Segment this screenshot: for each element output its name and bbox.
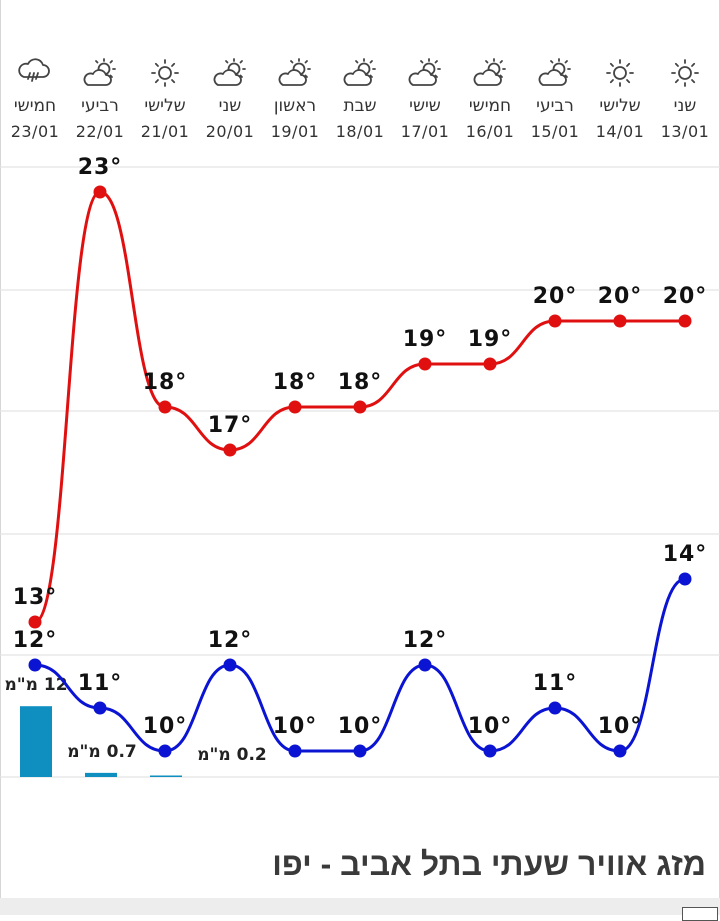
max-temp-point bbox=[223, 443, 237, 457]
day-date: 15/01 bbox=[530, 122, 580, 141]
day-column: שלישי 14/01 bbox=[588, 56, 652, 142]
min-temp-label: 12° bbox=[403, 628, 448, 653]
max-temp-point bbox=[613, 314, 627, 328]
max-temp-label: 17° bbox=[208, 413, 253, 438]
partly-sunny-icon bbox=[473, 58, 506, 86]
min-temp-point bbox=[418, 658, 432, 672]
day-column: שלישי 21/01 bbox=[133, 56, 197, 142]
partly-sunny-icon bbox=[83, 58, 116, 86]
max-temp-label: 18° bbox=[143, 370, 188, 395]
precip-bar bbox=[85, 772, 117, 777]
day-column: חמישי 23/01 bbox=[3, 56, 67, 142]
day-name: רביעי bbox=[536, 96, 574, 116]
max-temp-point bbox=[483, 357, 497, 371]
partly-sunny-icon bbox=[278, 58, 311, 86]
partly-sunny-icon bbox=[343, 58, 376, 86]
min-temp-label: 10° bbox=[143, 714, 188, 739]
rain-cloud-icon bbox=[18, 58, 50, 82]
min-temp-label: 11° bbox=[533, 671, 578, 696]
min-temp-line bbox=[34, 577, 686, 753]
corner-control[interactable] bbox=[682, 907, 718, 921]
max-temp-point bbox=[548, 314, 562, 328]
precip-label: 0.2 מ"מ bbox=[197, 745, 267, 765]
min-temp-point bbox=[288, 744, 302, 758]
max-temp-label: 20° bbox=[663, 284, 708, 309]
min-temp-label: 14° bbox=[663, 542, 708, 567]
day-name: רביעי bbox=[81, 96, 119, 116]
day-name: שלישי bbox=[144, 96, 186, 116]
min-temp-point bbox=[483, 744, 497, 758]
day-date: 16/01 bbox=[465, 122, 515, 141]
day-name: ראשון bbox=[273, 96, 317, 116]
max-temp-label: 18° bbox=[273, 370, 318, 395]
day-date: 23/01 bbox=[10, 122, 60, 141]
max-temp-label: 20° bbox=[533, 284, 578, 309]
day-date: 22/01 bbox=[75, 122, 125, 141]
day-column: שישי 17/01 bbox=[393, 56, 457, 142]
day-name: חמישי bbox=[13, 96, 57, 116]
max-temp-point bbox=[28, 615, 42, 629]
max-temp-point bbox=[93, 185, 107, 199]
min-temp-point bbox=[353, 744, 367, 758]
precip-bar bbox=[150, 775, 182, 777]
precip-label: 0.7 מ"מ bbox=[67, 742, 137, 762]
partly-sunny-icon bbox=[538, 58, 571, 86]
max-temp-point bbox=[288, 400, 302, 414]
day-name: חמישי bbox=[468, 96, 512, 116]
temperature-chart: 12 מ"מ 0.7 מ"מ 0.2 מ"מ 13° 23° 18° 17° 18° 18° 19… bbox=[0, 155, 720, 778]
sun-icon bbox=[606, 59, 634, 87]
sun-icon bbox=[151, 59, 179, 87]
max-temp-label: 23° bbox=[78, 155, 123, 180]
max-temp-point bbox=[678, 314, 692, 328]
day-date: 13/01 bbox=[660, 122, 710, 141]
max-temp-label: 19° bbox=[468, 327, 513, 352]
min-temp-label: 11° bbox=[78, 671, 123, 696]
day-date: 17/01 bbox=[400, 122, 450, 141]
min-temp-label: 10° bbox=[338, 714, 383, 739]
day-name: שני bbox=[673, 96, 697, 116]
min-temp-point bbox=[158, 744, 172, 758]
day-date: 14/01 bbox=[595, 122, 645, 141]
min-temp-label: 12° bbox=[208, 628, 253, 653]
min-temp-label: 10° bbox=[468, 714, 513, 739]
page-title: מזג אוויר שעתי בתל אביב - יפו bbox=[272, 846, 706, 882]
min-temp-label: 12° bbox=[13, 628, 58, 653]
max-temp-point bbox=[353, 400, 367, 414]
min-temp-point bbox=[93, 701, 107, 715]
day-name: שבת bbox=[343, 96, 377, 116]
max-temp-label: 19° bbox=[403, 327, 448, 352]
max-temp-label: 13° bbox=[13, 585, 58, 610]
min-temp-point bbox=[28, 658, 42, 672]
min-temp-point bbox=[678, 572, 692, 586]
precip-bar bbox=[20, 706, 52, 777]
min-temp-label: 10° bbox=[273, 714, 318, 739]
max-temp-point bbox=[158, 400, 172, 414]
day-date: 21/01 bbox=[140, 122, 190, 141]
day-column: ראשון 19/01 bbox=[263, 56, 327, 142]
day-date: 19/01 bbox=[270, 122, 320, 141]
min-temp-point bbox=[223, 658, 237, 672]
day-column: שני 20/01 bbox=[198, 56, 262, 142]
day-date: 20/01 bbox=[205, 122, 255, 141]
partly-sunny-icon bbox=[213, 58, 246, 86]
day-column: שני 13/01 bbox=[653, 56, 717, 142]
sun-icon bbox=[671, 59, 699, 87]
day-column: חמישי 16/01 bbox=[458, 56, 522, 142]
precip-label: 12 מ"מ bbox=[4, 675, 67, 695]
day-column: שבת 18/01 bbox=[328, 56, 392, 142]
day-name: שישי bbox=[409, 96, 441, 116]
day-name: שלישי bbox=[599, 96, 641, 116]
partly-sunny-icon bbox=[408, 58, 441, 86]
day-column: רביעי 22/01 bbox=[68, 56, 132, 142]
min-temp-point bbox=[548, 701, 562, 715]
day-column: רביעי 15/01 bbox=[523, 56, 587, 142]
min-temp-label: 10° bbox=[598, 714, 643, 739]
max-temp-label: 20° bbox=[598, 284, 643, 309]
bottom-strip bbox=[0, 898, 720, 915]
day-date: 18/01 bbox=[335, 122, 385, 141]
max-temp-label: 18° bbox=[338, 370, 383, 395]
max-temp-point bbox=[418, 357, 432, 371]
day-name: שני bbox=[218, 96, 242, 116]
min-temp-point bbox=[613, 744, 627, 758]
